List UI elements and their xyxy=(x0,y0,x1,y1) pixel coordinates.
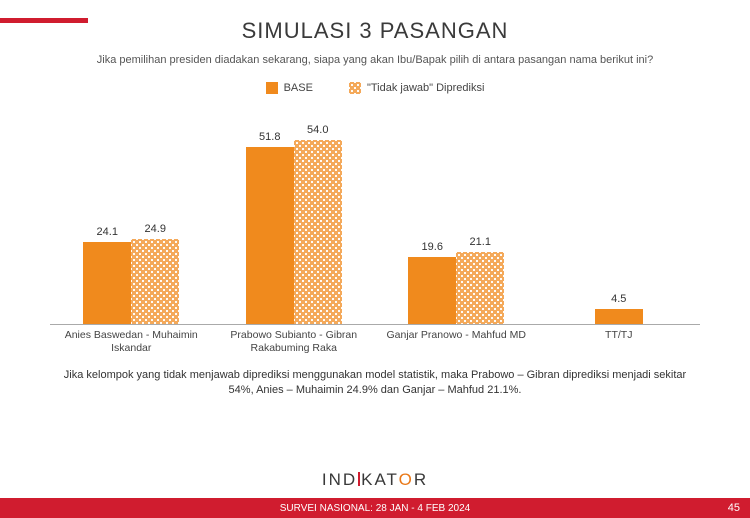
x-label: TT/TJ xyxy=(538,329,701,354)
legend: BASE "Tidak jawab" Diprediksi xyxy=(0,82,750,94)
bar-value-label: 54.0 xyxy=(307,124,328,136)
x-label: Ganjar Pranowo - Mahfud MD xyxy=(375,329,538,354)
x-axis-labels: Anies Baswedan - Muhaimin IskandarPrabow… xyxy=(50,329,700,354)
footnote: Jika kelompok yang tidak menjawab dipred… xyxy=(50,368,700,398)
footer: INDKATOR SURVEI NASIONAL: 28 JAN - 4 FEB… xyxy=(0,470,750,518)
footer-bar: SURVEI NASIONAL: 28 JAN - 4 FEB 2024 45 xyxy=(0,498,750,518)
x-label: Anies Baswedan - Muhaimin Iskandar xyxy=(50,329,213,354)
accent-line xyxy=(0,18,88,23)
legend-item-base: BASE xyxy=(266,82,313,94)
bar-group: 24.124.9 xyxy=(50,239,213,324)
bar-value-label: 24.9 xyxy=(145,223,166,235)
subtitle: Jika pemilihan presiden diadakan sekaran… xyxy=(0,54,750,66)
page-title: SIMULASI 3 PASANGAN xyxy=(0,18,750,44)
bar-value-label: 51.8 xyxy=(259,131,280,143)
bar-value-label: 19.6 xyxy=(422,241,443,253)
bar-value-label: 24.1 xyxy=(97,226,118,238)
legend-swatch-base xyxy=(266,82,278,94)
bar: 24.9 xyxy=(131,239,179,324)
legend-label-pred: "Tidak jawab" Diprediksi xyxy=(367,82,484,94)
brand-logo: INDKATOR xyxy=(0,470,750,490)
bar-value-label: 21.1 xyxy=(470,236,491,248)
bar-group: 19.621.1 xyxy=(375,252,538,324)
x-label: Prabowo Subianto - Gibran Rakabuming Rak… xyxy=(213,329,376,354)
chart-area: 24.124.951.854.019.621.14.5 xyxy=(50,100,700,325)
bar: 4.5 xyxy=(595,309,643,324)
bar: 19.6 xyxy=(408,257,456,324)
footer-text: SURVEI NASIONAL: 28 JAN - 4 FEB 2024 xyxy=(280,503,470,514)
legend-item-pred: "Tidak jawab" Diprediksi xyxy=(349,82,484,94)
bar-group: 4.5 xyxy=(538,309,701,324)
legend-label-base: BASE xyxy=(284,82,313,94)
bar: 21.1 xyxy=(456,252,504,324)
bar: 24.1 xyxy=(83,242,131,324)
page-number: 45 xyxy=(728,502,740,514)
bar-value-label: 4.5 xyxy=(611,293,626,305)
legend-swatch-pred xyxy=(349,82,361,94)
bar: 51.8 xyxy=(246,147,294,324)
bar-group: 51.854.0 xyxy=(213,140,376,325)
bar: 54.0 xyxy=(294,140,342,325)
